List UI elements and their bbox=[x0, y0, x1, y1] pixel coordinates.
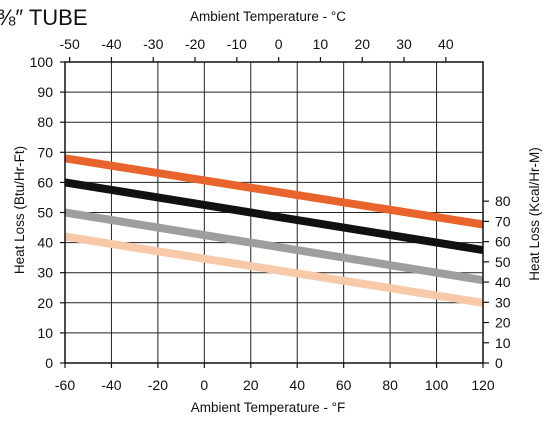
right-tick-label: 50 bbox=[495, 254, 511, 270]
top-tick-label: -50 bbox=[60, 36, 80, 52]
right-tick-label: 0 bbox=[495, 355, 503, 371]
top-tick-label: 0 bbox=[275, 36, 283, 52]
y-tick-label: 90 bbox=[37, 84, 53, 100]
right-tick-label: 10 bbox=[495, 335, 511, 351]
series-line-1 bbox=[64, 154, 484, 229]
y-tick-label: 10 bbox=[37, 325, 53, 341]
x-tick-label: 40 bbox=[289, 377, 305, 393]
y-tick-label: 50 bbox=[37, 205, 53, 221]
right-tick-label: 40 bbox=[495, 274, 511, 290]
y-tick-label: 100 bbox=[30, 54, 54, 70]
series-line-4 bbox=[64, 232, 484, 307]
top-tick-label: 20 bbox=[354, 36, 370, 52]
top-tick-label: -40 bbox=[101, 36, 121, 52]
right-tick-label: 20 bbox=[495, 315, 511, 331]
series-lines bbox=[64, 154, 484, 307]
x-tick-label: -40 bbox=[101, 377, 121, 393]
top-tick-label: -30 bbox=[143, 36, 163, 52]
y-tick-label: 80 bbox=[37, 114, 53, 130]
right-tick-label: 70 bbox=[495, 213, 511, 229]
right-tick-label: 80 bbox=[495, 193, 511, 209]
tick-marks bbox=[60, 57, 489, 368]
series-line-3 bbox=[64, 208, 484, 285]
y-tick-label: 30 bbox=[37, 265, 53, 281]
x-tick-label: 120 bbox=[471, 377, 495, 393]
right-tick-label: 30 bbox=[495, 294, 511, 310]
x-tick-label: -60 bbox=[55, 377, 75, 393]
x-tick-label: 20 bbox=[243, 377, 259, 393]
top-tick-label: 10 bbox=[313, 36, 329, 52]
top-tick-label: -10 bbox=[227, 36, 247, 52]
top-axis-title: Ambient Temperature - °C bbox=[190, 9, 346, 24]
y-tick-label: 20 bbox=[37, 295, 53, 311]
top-tick-label: 30 bbox=[396, 36, 412, 52]
x-tick-label: 0 bbox=[200, 377, 208, 393]
right-axis-title: Heat Loss (Kcal/Hr-M) bbox=[527, 147, 542, 281]
y-tick-label: 0 bbox=[45, 355, 53, 371]
y-tick-label: 70 bbox=[37, 144, 53, 160]
y-tick-label: 60 bbox=[37, 174, 53, 190]
series-line-2 bbox=[64, 178, 484, 255]
y-tick-label: 40 bbox=[37, 235, 53, 251]
x-tick-label: 100 bbox=[425, 377, 449, 393]
left-axis-title: Heat Loss (Btu/Hr-Ft) bbox=[12, 146, 27, 274]
chart-title: ⅜″ TUBE bbox=[0, 5, 88, 30]
x-tick-label: -20 bbox=[148, 377, 168, 393]
x-tick-label: 80 bbox=[382, 377, 398, 393]
top-tick-label: 40 bbox=[438, 36, 454, 52]
tick-labels: -60 -40 -20 0 20 40 60 80 100 1200102030405060708… bbox=[30, 36, 511, 393]
x-tick-label: 60 bbox=[336, 377, 352, 393]
top-tick-label: -20 bbox=[185, 36, 205, 52]
bottom-axis-title: Ambient Temperature - °F bbox=[191, 400, 345, 415]
right-tick-label: 60 bbox=[495, 234, 511, 250]
